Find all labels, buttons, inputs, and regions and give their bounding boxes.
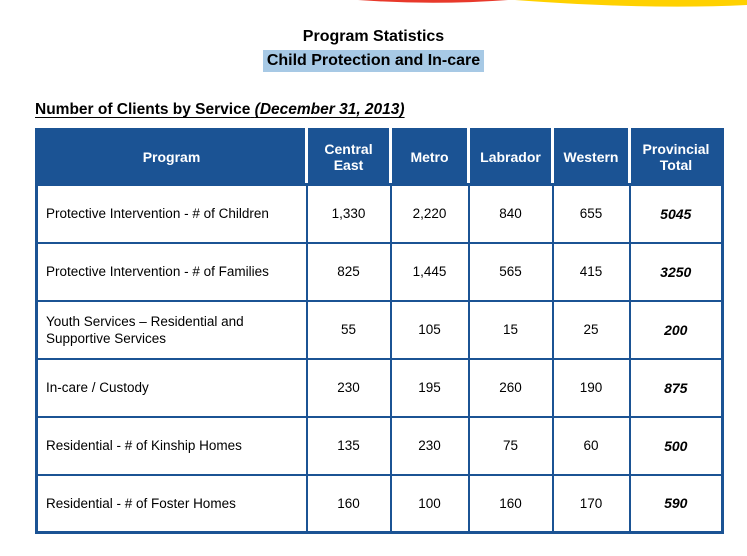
value-cell: 825 xyxy=(305,241,392,302)
value-cell: 415 xyxy=(551,241,631,302)
table-row: Protective Intervention - # of Children … xyxy=(35,183,724,244)
section-heading: Number of Clients by Service (December 3… xyxy=(35,101,747,119)
value-cell: 25 xyxy=(551,299,631,360)
value-cell: 15 xyxy=(467,299,554,360)
column-header-metro: Metro xyxy=(389,129,469,186)
value-cell: 1,330 xyxy=(305,183,392,244)
value-cell: 160 xyxy=(305,473,392,534)
value-cell: 105 xyxy=(389,299,470,360)
page-subtitle: Child Protection and In-care xyxy=(262,50,485,72)
column-header-labrador: Labrador xyxy=(467,129,553,186)
table-row: Residential - # of Foster Homes 160 100 … xyxy=(35,473,724,534)
column-header-provincial-total: Provincial Total xyxy=(628,129,723,186)
program-cell: Protective Intervention - # of Children xyxy=(35,183,308,244)
value-cell: 100 xyxy=(389,473,470,534)
value-cell: 75 xyxy=(467,415,554,476)
value-cell: 170 xyxy=(551,473,631,534)
total-cell: 590 xyxy=(628,473,724,534)
total-cell: 200 xyxy=(628,299,724,360)
value-cell: 260 xyxy=(467,357,554,418)
total-cell: 5045 xyxy=(628,183,724,244)
program-cell: Residential - # of Kinship Homes xyxy=(35,415,308,476)
program-cell: Protective Intervention - # of Families xyxy=(35,241,308,302)
column-header-western: Western xyxy=(551,129,630,186)
table-row: In-care / Custody 230 195 260 190 875 xyxy=(35,357,724,418)
program-cell: Residential - # of Foster Homes xyxy=(35,473,308,534)
column-header-central-east: Central East xyxy=(305,129,391,186)
total-cell: 500 xyxy=(628,415,724,476)
value-cell: 60 xyxy=(551,415,631,476)
value-cell: 55 xyxy=(305,299,392,360)
value-cell: 160 xyxy=(467,473,554,534)
value-cell: 135 xyxy=(305,415,392,476)
table-row: Youth Services – Residential and Support… xyxy=(35,299,724,360)
value-cell: 2,220 xyxy=(389,183,470,244)
total-cell: 3250 xyxy=(628,241,724,302)
value-cell: 230 xyxy=(389,415,470,476)
page-title: Program Statistics xyxy=(302,28,445,45)
value-cell: 1,445 xyxy=(389,241,470,302)
table-row: Residential - # of Kinship Homes 135 230… xyxy=(35,415,724,476)
value-cell: 840 xyxy=(467,183,554,244)
column-header-program: Program xyxy=(36,129,307,186)
value-cell: 655 xyxy=(551,183,631,244)
section-heading-text: Number of Clients by Service xyxy=(35,101,251,118)
table-header-row: Program Central East Metro Labrador West… xyxy=(36,129,723,186)
value-cell: 230 xyxy=(305,357,392,418)
clients-by-service-table: Program Central East Metro Labrador West… xyxy=(35,128,724,534)
value-cell: 195 xyxy=(389,357,470,418)
program-cell: Youth Services – Residential and Support… xyxy=(35,299,308,360)
program-cell: In-care / Custody xyxy=(35,357,308,418)
title-block: Program Statistics Child Protection and … xyxy=(0,0,747,72)
section-heading-date: (December 31, 2013) xyxy=(254,101,405,118)
total-cell: 875 xyxy=(628,357,724,418)
value-cell: 565 xyxy=(467,241,554,302)
table-row: Protective Intervention - # of Families … xyxy=(35,241,724,302)
value-cell: 190 xyxy=(551,357,631,418)
